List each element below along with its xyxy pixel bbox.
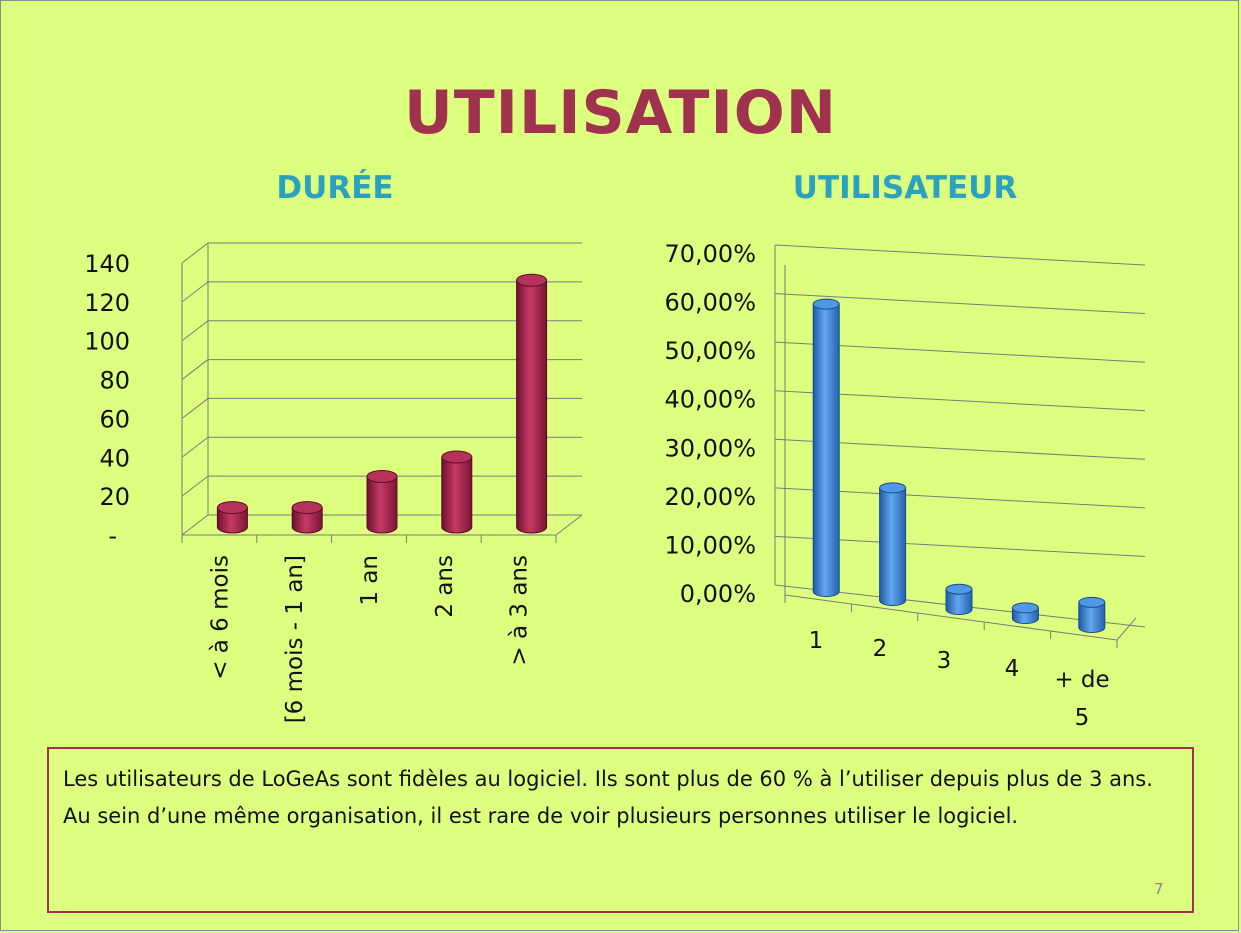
duree-bar-body: [291, 507, 323, 534]
duree-bar-top: [441, 450, 473, 464]
duree-gridline-diag: [181, 398, 209, 419]
utilisateur-bar-top: [1011, 602, 1039, 614]
duree-bar: [291, 501, 323, 534]
utilisateur-y-tick-label: 10,00%: [664, 531, 756, 559]
duree-floor-right: [555, 514, 583, 536]
utilisateur-bar-top: [945, 583, 973, 595]
utilisateur-bar-body: [812, 303, 840, 597]
utilisateur-bar: [1011, 602, 1039, 624]
duree-gridline-diag: [181, 436, 209, 458]
utilisateur-bar: [945, 583, 973, 615]
duree-bar: [366, 469, 398, 534]
duree-bar-body: [216, 507, 248, 534]
duree-y-tick-label: -: [108, 522, 117, 550]
utilisateur-y-tick-label: 40,00%: [664, 386, 756, 414]
utilisateur-floor-front: [784, 594, 1118, 641]
utilisateur-y-tick-label: 30,00%: [664, 434, 756, 462]
utilisateur-x-tick-label: 1: [809, 628, 824, 654]
note-box: Les utilisateurs de LoGeAs sont fidèles …: [47, 747, 1194, 913]
utilisateur-bar-top: [1078, 596, 1106, 608]
duree-gridline-diag: [181, 475, 209, 497]
duree-bar: [516, 273, 548, 534]
utilisateur-y-tick-label: 0,00%: [680, 580, 756, 608]
duree-x-tick-label: > à 3 ans: [507, 555, 533, 666]
duree-x-tick-label: 2 ans: [432, 555, 458, 618]
duree-bar-top: [216, 501, 248, 515]
duree-x-tick-label: 1 an: [357, 555, 383, 606]
utilisateur-x-tick-label: + de: [1054, 667, 1109, 693]
duree-gridline-diag: [181, 242, 209, 264]
duree-x-tick-label: < à 6 mois: [207, 555, 233, 680]
utilisateur-bar-top: [812, 298, 840, 310]
charts-canvas: - 20 40 60 80 100 120 140 < à 6 mois [6 mois - 1 …: [84, 240, 1146, 731]
duree-y-tick-label: 20: [99, 483, 130, 511]
duree-bar-top: [516, 273, 548, 287]
note-line-2: Au sein d’une même organisation, il est …: [63, 804, 1019, 828]
duree-chart-title: DURÉE: [276, 170, 394, 206]
duree-gridline-diag: [181, 359, 209, 380]
utilisateur-bar-body: [945, 588, 973, 615]
duree-y-tick-label: 100: [84, 328, 130, 356]
utilisateur-bar-body: [879, 487, 907, 606]
utilisateur-bar: [1078, 596, 1106, 633]
duree-bar-body: [366, 475, 398, 534]
utilisateur-y-tick-label: 70,00%: [664, 240, 756, 268]
duree-bar-body: [441, 456, 473, 534]
utilisateur-chart-title: UTILISATEUR: [792, 170, 1018, 206]
utilisateur-bar-body: [1078, 601, 1106, 633]
duree-y-tick-label: 80: [99, 367, 130, 395]
duree-gridline-diag: [181, 281, 209, 303]
duree-y-tick-label: 140: [84, 250, 130, 278]
duree-y-tick-label: 120: [84, 289, 130, 317]
duree-bar-body: [516, 279, 548, 534]
duree-bar: [216, 501, 248, 534]
utilisateur-chart: 0,00% 10,00% 20,00% 30,00% 40,00% 50,00% 60,00…: [664, 240, 1146, 731]
slide-number: 7: [1154, 880, 1164, 898]
utilisateur-floor-right: [1116, 617, 1137, 641]
utilisateur-bar-top: [879, 482, 907, 494]
duree-bar-top: [291, 501, 323, 515]
utilisateur-bar: [812, 298, 840, 597]
utilisateur-y-tick-label: 50,00%: [664, 337, 756, 365]
duree-gridline-diag: [181, 514, 209, 536]
utilisateur-gridline: [774, 244, 1146, 266]
duree-y-tick-label: 60: [99, 405, 130, 433]
duree-bar-top: [366, 469, 398, 483]
utilisateur-x-tick-label: 5: [1075, 705, 1090, 731]
utilisateur-x-tick-label: 3: [937, 648, 952, 674]
utilisateur-y-tick-label: 60,00%: [664, 289, 756, 317]
utilisateur-y-tick-label: 20,00%: [664, 483, 756, 511]
duree-gridline-diag: [181, 320, 209, 342]
utilisateur-x-tick-label: 4: [1005, 656, 1020, 682]
slide-title: UTILISATION: [404, 78, 837, 148]
duree-x-tick-label: [6 mois - 1 an]: [282, 555, 308, 723]
note-line-1: Les utilisateurs de LoGeAs sont fidèles …: [63, 767, 1153, 791]
utilisateur-x-tick-label: 2: [873, 636, 888, 662]
utilisateur-gridline: [774, 293, 1146, 315]
utilisateur-bar: [879, 482, 907, 606]
duree-chart: - 20 40 60 80 100 120 140 < à 6 mois [6 mois - 1 …: [84, 242, 583, 723]
duree-y-tick-label: 40: [99, 444, 130, 472]
duree-bar: [441, 450, 473, 534]
